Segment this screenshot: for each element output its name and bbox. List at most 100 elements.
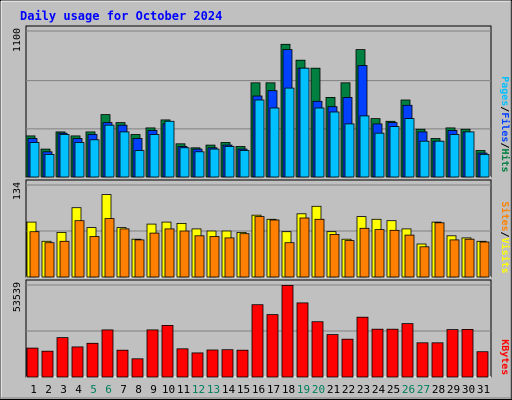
bar-pages-day-20	[314, 107, 325, 178]
day-label-31: 31	[477, 383, 490, 396]
ymax-label-visits: 134	[12, 182, 23, 200]
x-axis-day-labels: 1 2 3 4 5 6 7 8 9 10 11 12 13 14 15 16 17 18 19 20 21 22 23 24 2…	[30, 383, 490, 396]
bar-pages-day-12	[194, 151, 205, 178]
legend-part-hits-3: /	[499, 142, 510, 148]
bar-sites-day-23	[359, 227, 370, 278]
bar-kbytes-day-23	[356, 316, 369, 378]
bar-pages-day-3	[59, 134, 70, 178]
day-label-6: 6	[105, 383, 112, 396]
bar-pages-day-7	[119, 131, 130, 178]
bar-kbytes-day-25	[386, 328, 399, 378]
day-label-12: 12	[192, 383, 205, 396]
bar-pages-day-16	[254, 99, 265, 178]
day-label-1: 1	[30, 383, 37, 396]
day-label-25: 25	[387, 383, 400, 396]
legend-part-hits-4: Hits	[499, 148, 511, 172]
legend-part-visits-1: /	[499, 232, 510, 238]
legend-visits: Sites/Visits	[499, 201, 511, 273]
legend-part-visits-2: Visits	[499, 238, 511, 274]
day-label-14: 14	[222, 383, 236, 396]
bar-pages-day-6	[104, 124, 115, 178]
day-label-26: 26	[402, 383, 415, 396]
ymax-label-hits: 1100	[12, 28, 23, 52]
day-label-11: 11	[177, 383, 190, 396]
bar-sites-day-15	[239, 233, 250, 278]
bar-kbytes-day-19	[296, 302, 309, 378]
bar-sites-day-25	[389, 229, 400, 278]
bar-pages-day-10	[164, 120, 175, 178]
day-label-8: 8	[135, 383, 142, 396]
day-label-7: 7	[120, 383, 127, 396]
bar-sites-day-19	[299, 217, 310, 278]
day-label-5: 5	[90, 383, 97, 396]
day-label-10: 10	[162, 383, 175, 396]
bar-kbytes-day-17	[266, 314, 279, 378]
bar-kbytes-day-20	[311, 321, 324, 378]
bar-sites-day-10	[164, 228, 175, 278]
bar-sites-day-21	[329, 233, 340, 278]
bar-sites-day-26	[404, 234, 415, 278]
panel-kbytes: 53539	[12, 279, 492, 378]
bar-pages-day-14	[224, 146, 235, 178]
bar-kbytes-day-5	[86, 342, 99, 378]
day-label-23: 23	[357, 383, 370, 396]
bar-sites-day-5	[89, 236, 100, 278]
day-label-22: 22	[342, 383, 355, 396]
bar-kbytes-day-16	[251, 304, 264, 378]
bar-kbytes-day-9	[146, 329, 159, 378]
legend-part-kbytes-0: KBytes	[499, 339, 510, 375]
day-label-17: 17	[267, 383, 280, 396]
bar-kbytes-day-15	[236, 349, 249, 378]
bar-kbytes-day-2	[41, 350, 54, 378]
bar-kbytes-day-27	[416, 342, 429, 378]
day-label-19: 19	[297, 383, 310, 396]
bar-kbytes-day-30	[461, 328, 474, 378]
bar-sites-day-8	[134, 239, 145, 278]
legend-part-hits-0: Pages	[499, 76, 510, 106]
day-label-29: 29	[447, 383, 460, 396]
day-label-13: 13	[207, 383, 220, 396]
bar-pages-day-27	[419, 140, 430, 178]
day-label-24: 24	[372, 383, 386, 396]
bar-sites-day-12	[194, 235, 205, 278]
legend-part-hits-1: /	[499, 106, 510, 112]
bar-pages-day-21	[329, 111, 340, 178]
day-label-18: 18	[282, 383, 295, 396]
bar-pages-day-5	[89, 139, 100, 178]
day-label-16: 16	[252, 383, 265, 396]
day-label-30: 30	[462, 383, 475, 396]
ymax-label-kbytes: 53539	[12, 282, 23, 312]
bar-pages-day-23	[359, 115, 370, 178]
bar-pages-day-9	[149, 134, 160, 178]
bar-kbytes-day-24	[371, 328, 384, 378]
bar-sites-day-3	[59, 240, 70, 278]
bar-sites-day-14	[224, 237, 235, 278]
bar-kbytes-day-10	[161, 324, 174, 378]
day-label-20: 20	[312, 383, 325, 396]
panel-hits: 1100	[12, 25, 492, 178]
day-label-27: 27	[417, 383, 430, 396]
bar-sites-day-20	[314, 218, 325, 278]
bar-kbytes-day-1	[26, 347, 39, 378]
bar-pages-day-29	[449, 134, 460, 178]
day-label-3: 3	[60, 383, 67, 396]
bar-kbytes-day-3	[56, 337, 69, 378]
panels: 110013453539Pages/Files/HitsSites/Visits…	[12, 25, 511, 378]
bar-sites-day-9	[149, 232, 160, 278]
bar-pages-day-4	[74, 142, 85, 178]
bar-sites-day-29	[449, 239, 460, 278]
bar-sites-day-2	[44, 242, 55, 278]
bar-sites-day-7	[119, 228, 130, 278]
legend-part-visits-0: Sites	[499, 201, 511, 231]
day-label-9: 9	[150, 383, 157, 396]
day-label-21: 21	[327, 383, 340, 396]
bar-pages-day-24	[374, 132, 385, 178]
bar-kbytes-day-6	[101, 329, 114, 378]
bar-sites-day-13	[209, 236, 220, 278]
bar-kbytes-day-7	[116, 349, 129, 378]
bar-pages-day-15	[239, 150, 250, 178]
legend-kbytes: KBytes	[499, 339, 510, 375]
legend-part-hits-2: Files	[499, 112, 511, 142]
bar-kbytes-day-29	[446, 329, 459, 378]
